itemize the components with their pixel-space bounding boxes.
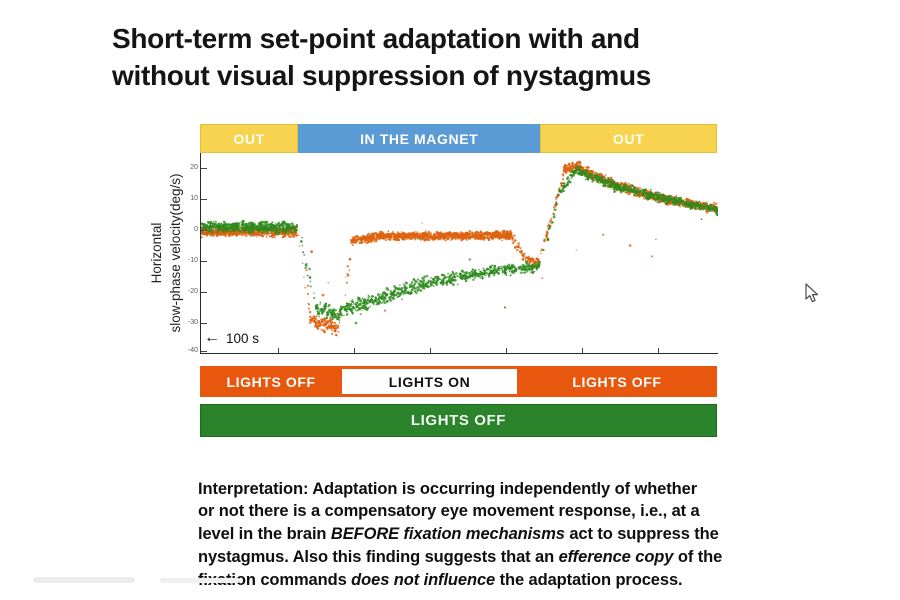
y-axis-tick-label: 10 bbox=[190, 195, 198, 202]
magnet-bar-segment-2-out: OUT bbox=[540, 124, 717, 153]
x-axis-tick bbox=[582, 348, 584, 353]
y-axis-label: Horizontal slow-phase velocity(deg/s) bbox=[149, 173, 183, 333]
time-scale-bar: ← 100 s bbox=[204, 330, 259, 346]
y-axis-tick bbox=[201, 261, 207, 262]
interpretation-text: Interpretation: Adaptation is occurring … bbox=[198, 478, 783, 592]
y-axis-tick-label: -40 bbox=[187, 347, 198, 354]
interpretation-emphasis: BEFORE fixation mechanisms bbox=[330, 525, 565, 544]
magnet-bar-segment-0-out: OUT bbox=[200, 124, 299, 153]
x-axis-tick bbox=[658, 348, 660, 353]
x-axis-tick bbox=[506, 348, 508, 353]
x-axis-tick bbox=[430, 348, 432, 353]
y-axis-tick-label: -20 bbox=[187, 288, 198, 295]
interpretation-run: level in the brain bbox=[198, 525, 331, 544]
lights-bar-green-segment-0-lights-off: LIGHTS OFF bbox=[200, 404, 717, 437]
interpretation-run: the adaptation process. bbox=[495, 570, 683, 589]
y-axis-tick-label: 20 bbox=[190, 164, 198, 171]
y-axis-tick-label: 0 bbox=[194, 226, 198, 233]
interpretation-run: Interpretation: Adaptation is occurring … bbox=[198, 479, 698, 498]
y-axis-tick bbox=[201, 351, 207, 352]
mouse-pointer-icon bbox=[805, 283, 819, 303]
left-arrow-icon: ← bbox=[204, 329, 220, 346]
y-axis-tick bbox=[201, 292, 207, 293]
lights-bar-orange-segment-0-lights-off: LIGHTS OFF bbox=[200, 366, 343, 397]
interpretation-run: nystagmus. Also this finding suggests th… bbox=[198, 547, 559, 566]
magnet-bar-segment-1-in-the-magnet: IN THE MAGNET bbox=[298, 124, 541, 153]
y-axis-tick bbox=[201, 323, 207, 324]
scale-bar-label: 100 s bbox=[226, 330, 260, 346]
title-line-1: Short-term set-point adaptation with and bbox=[112, 23, 640, 54]
y-axis-tick bbox=[201, 199, 207, 200]
y-axis-tick-label: -10 bbox=[187, 257, 198, 264]
y-axis-tick bbox=[201, 168, 207, 169]
interpretation-run: act to suppress the bbox=[564, 525, 719, 544]
video-controls-ghost bbox=[160, 578, 240, 583]
x-axis-tick bbox=[354, 348, 356, 353]
interpretation-run: or not there is a compensatory eye movem… bbox=[198, 502, 700, 521]
title-line-2: without visual suppression of nystagmus bbox=[112, 60, 652, 91]
magnet-condition-bar: OUT IN THE MAGNET OUT bbox=[200, 124, 717, 153]
lights-condition-bar-suppression: LIGHTS OFF LIGHTS ON LIGHTS OFF bbox=[200, 366, 717, 397]
video-controls-ghost bbox=[33, 577, 135, 583]
y-axis-tick-label: -30 bbox=[187, 319, 198, 326]
scatter-plot-canvas bbox=[201, 153, 718, 353]
lights-bar-orange-segment-1-lights-on: LIGHTS ON bbox=[342, 369, 517, 394]
x-axis-tick bbox=[278, 348, 280, 353]
interpretation-run: fixation commands bbox=[198, 570, 352, 589]
interpretation-emphasis: does not influence bbox=[351, 570, 496, 589]
y-axis-tick bbox=[201, 230, 207, 231]
scatter-plot-area: ← 100 s 20 10 0 -10 -20 -30 -40 bbox=[188, 153, 718, 354]
page-title: Short-term set-point adaptation with and… bbox=[112, 20, 772, 94]
interpretation-run: of the bbox=[673, 547, 723, 566]
lights-condition-bar-control: LIGHTS OFF bbox=[200, 404, 717, 437]
lights-bar-orange-segment-2-lights-off: LIGHTS OFF bbox=[516, 366, 717, 397]
interpretation-emphasis: efference copy bbox=[558, 547, 674, 566]
